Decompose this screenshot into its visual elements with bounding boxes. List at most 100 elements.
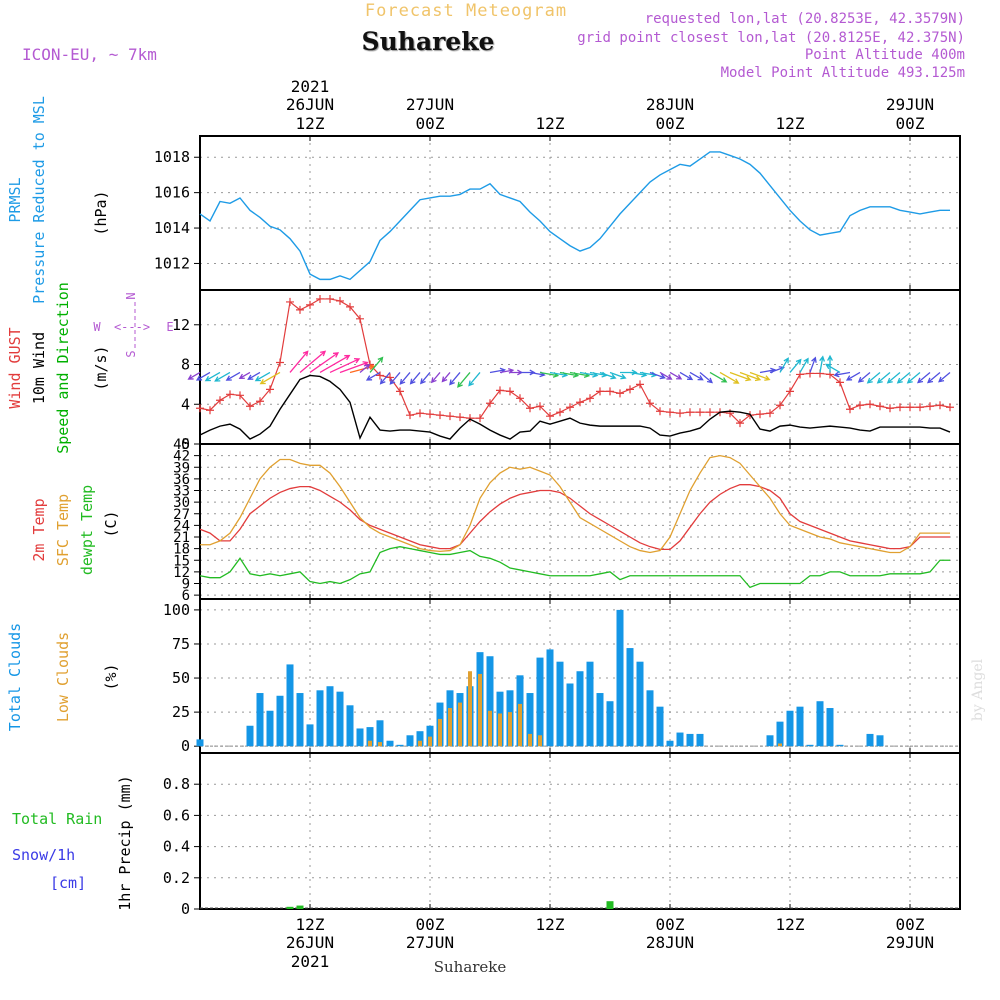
model-point-altitude: Model Point Altitude 493.125m	[721, 65, 965, 81]
total-cloud-bar	[376, 720, 384, 747]
compass-axis-label: <--->	[114, 320, 150, 334]
gust-marker	[646, 399, 654, 408]
top-day-label: 29JUN	[886, 95, 934, 114]
gust-marker	[246, 402, 254, 411]
gust-marker	[906, 403, 914, 412]
panel-frame	[199, 752, 961, 910]
wind-direction-arrow	[247, 371, 261, 380]
total-cloud-bar	[646, 690, 654, 747]
low-cloud-bar	[458, 702, 462, 747]
total-cloud-bar	[586, 661, 594, 747]
y-tick-label: 21	[173, 530, 190, 546]
wind-direction-arrow	[679, 371, 694, 381]
gust-marker	[896, 403, 904, 412]
total-cloud-bar	[766, 735, 774, 747]
total-cloud-bar	[296, 693, 304, 747]
y-tick-label: 12	[172, 316, 190, 334]
gust-marker	[566, 403, 574, 412]
wind-direction-arrow	[809, 356, 817, 373]
gust-marker	[236, 391, 244, 400]
gust-marker	[876, 402, 884, 411]
compass-w-label: W	[93, 320, 101, 334]
total-cloud-bar	[486, 656, 494, 747]
top-day-label: 27JUN	[406, 95, 454, 114]
top-hour-label: 12Z	[296, 114, 325, 133]
total-cloud-bar	[786, 710, 794, 747]
wind-direction-arrow	[254, 371, 271, 382]
top-hour-label: 00Z	[416, 114, 445, 133]
low-cloud-bar	[518, 703, 522, 747]
wind-direction-arrow	[896, 371, 911, 384]
wind-direction-arrow	[329, 357, 361, 374]
wind-direction-arrow	[699, 371, 713, 384]
wind-direction-arrow	[857, 371, 871, 383]
total-cloud-bar	[666, 740, 674, 747]
top-day-label: 26JUN	[286, 95, 334, 114]
gust-marker	[656, 407, 664, 416]
gust-marker	[516, 394, 524, 403]
wind-direction-arrow	[309, 352, 340, 373]
y-tick-label: 24	[173, 518, 190, 534]
y-tick-label: 30	[173, 495, 190, 511]
low-cloud-bar	[478, 673, 482, 747]
cloud-unit: (%)	[102, 663, 120, 690]
wind-direction-arrow	[739, 371, 762, 382]
gust-marker	[226, 390, 234, 399]
snow-unit-label: [cm]	[50, 874, 86, 892]
low-cloud-bar	[778, 743, 782, 747]
requested-coords: requested lon,lat (20.8253E, 42.3579N)	[645, 11, 965, 27]
total-cloud-bar	[696, 733, 704, 747]
sfc-temp-label: SFC Temp	[54, 494, 72, 566]
bottom-hour-label: 12Z	[536, 915, 565, 934]
total-cloud-bar	[566, 683, 574, 747]
total-cloud-bar	[246, 725, 254, 747]
gust-marker	[286, 297, 294, 306]
rain-bar	[286, 906, 294, 909]
gust-marker	[216, 396, 224, 405]
wind-direction-arrow	[789, 358, 802, 373]
y-tick-label: 50	[172, 669, 190, 687]
bottom-hour-label: 00Z	[416, 915, 445, 934]
total-cloud-bar	[386, 740, 394, 747]
top-hour-label: 00Z	[896, 114, 925, 133]
wind-direction-arrow	[409, 372, 421, 385]
low-cloud-bar	[428, 736, 432, 747]
low-cloud-bar	[378, 742, 382, 747]
wind-direction-arrow	[449, 372, 461, 386]
low-cloud-bar	[448, 708, 452, 747]
total-cloud-bar	[806, 744, 814, 747]
bottom-day-label: 26JUN	[286, 933, 334, 952]
total-cloud-bar	[326, 686, 334, 747]
wind-direction-arrow	[195, 371, 211, 381]
total-cloud-bar	[286, 664, 294, 747]
dewpt-label: dewpt Temp	[78, 485, 96, 575]
gust-marker	[326, 294, 334, 303]
gust-marker	[256, 397, 264, 406]
gust-marker	[576, 398, 584, 407]
gust-marker	[856, 401, 864, 410]
wind-direction-arrow	[238, 371, 251, 380]
gust-marker	[346, 302, 354, 311]
wind-direction-arrow	[214, 371, 231, 382]
wind-direction-arrow	[457, 372, 471, 388]
wind-direction-arrow	[729, 371, 752, 382]
wind-direction-arrow	[819, 355, 825, 373]
gust-line	[199, 298, 951, 424]
gust-marker	[296, 305, 304, 314]
wind-direction-arrow	[319, 354, 351, 374]
gust-marker	[606, 387, 614, 396]
gust-marker	[586, 394, 594, 403]
wind-direction-arrow	[359, 363, 371, 373]
low-cloud-bar	[368, 740, 372, 747]
wind-direction-arrow	[225, 371, 241, 381]
gust-marker	[696, 408, 704, 417]
gust-marker	[946, 403, 954, 412]
gust-marker	[766, 409, 774, 418]
total-cloud-bar	[546, 649, 554, 747]
precip-unit: 1hr Precip (mm)	[116, 775, 134, 910]
total-cloud-bar	[596, 693, 604, 747]
y-tick-label: 1016	[154, 184, 190, 202]
wind-direction-arrow	[845, 371, 861, 381]
gust-marker	[776, 401, 784, 410]
